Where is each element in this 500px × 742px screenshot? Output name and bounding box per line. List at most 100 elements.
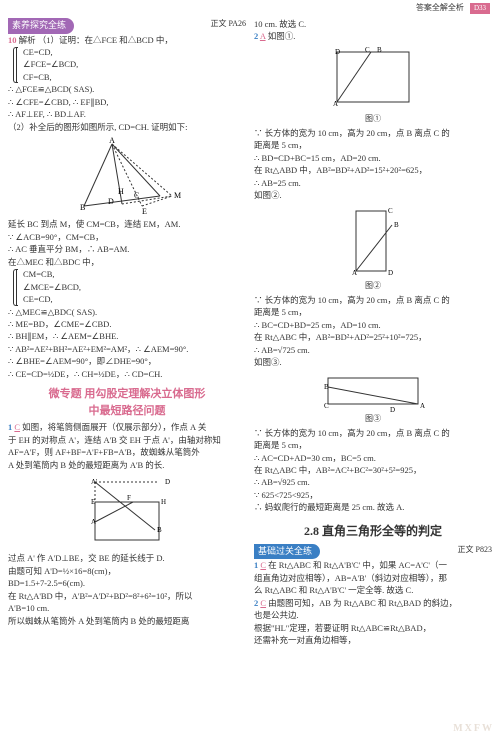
svg-text:A: A [420,402,425,410]
text-line: ∵ 625<725<925， [254,490,492,501]
text-line: ∴ 蚂蚁爬行的最短距离是 25 cm. 故选 A. [254,502,492,513]
fig3-cap: 图③ [254,413,492,425]
text-line: ∵ 长方体的宽为 10 cm，高为 20 cm，点 B 离点 C 的 [254,295,492,306]
svg-text:F: F [127,494,131,502]
text-line: 距离是 5 cm， [254,440,492,451]
svg-text:C: C [365,46,370,54]
brace-line: CF=CB, [23,72,246,83]
r-q2-head: 如图①. [268,31,296,41]
brace-line: ∠FCE=∠BCD, [23,59,246,70]
r1-num: 1 [254,560,258,570]
text-line: 么 Rt△ABC 和 Rt△A'B'C' 一定全等. 故选 C. [254,585,492,596]
svg-text:D: D [390,406,395,412]
brace-line: CE=CD, [23,47,246,58]
svg-text:E: E [91,498,95,506]
q1-num: 1 [8,422,12,432]
text-line: ∴ △MEC≌△BDC( SAS). [8,307,246,318]
text-line: ∴ △FCE≌△BCD( SAS). [8,84,246,95]
svg-text:B: B [324,383,329,391]
right-column: 10 cm. 故选 C. 2 A 如图①. A D C B 图① ∵ 长方体的宽… [254,18,492,648]
svg-text:A': A' [91,478,97,486]
svg-text:H: H [118,187,124,196]
brace-line: CE=CD, [23,294,246,305]
q1-text: 如图，将笔筒侧面展开（仅展示部分），作点 A 关 [22,422,206,432]
q1-ans: C [14,422,20,432]
q10-brace: CE=CD, ∠FCE=∠BCD, CF=CB, [16,47,246,83]
svg-text:A: A [352,269,357,277]
svg-text:M: M [174,191,181,200]
svg-text:A: A [109,136,115,145]
text-line: AF=A'F，则 AF+BF=A'F+FB=A'B，故蜘蛛从笔筒外 [8,447,246,458]
svg-text:H: H [161,498,166,506]
tag-suyang: 素养探究全练 [8,18,74,34]
text-line: （2）补全后的图形如图所示, CD=CH. 证明如下: [8,122,246,133]
text-line: 10 cm. 故选 C. [254,19,492,30]
text-line: ∵ 长方体的宽为 10 cm，高为 20 cm，点 B 离点 C 的 [254,428,492,439]
svg-text:A: A [91,518,96,526]
svg-text:D: D [165,478,170,486]
text-line: ∴ AF⊥EF, ∴ BD⊥AF. [8,109,246,120]
text-line: 在 Rt△A'BD 中，A'B²=A'D²+BD²=8²+6²=10²，所以 [8,591,246,602]
text-line: A'B=10 cm. [8,603,246,614]
brace-line: CM=CB, [23,269,246,280]
text-line: 距离是 5 cm， [254,140,492,151]
figure-unfold: A' H E A B F D [8,474,246,550]
text-line: ∴ AB=√925 cm. [254,477,492,488]
svg-text:A: A [333,100,338,108]
r2-ans: C [260,598,266,608]
text-line: A 处到笔筒内 B 处的最短距离为 A'B 的长. [8,460,246,471]
text-line: ∵ ∠ACB=90°，CM=CB， [8,232,246,243]
text-line: ∴ BD=CD+BC=15 cm，AD=20 cm. [254,153,492,164]
svg-text:D: D [335,48,340,56]
r2-num: 2 [254,598,258,608]
brace-line: ∠MCE=∠BCD, [23,282,246,293]
text-line: ∴ AC 垂直平分 BM，∴ AB=AM. [8,244,246,255]
svg-text:B: B [157,526,162,534]
text-line: ∴ BH∥EM，∴ ∠AEM=∠BHE. [8,331,246,342]
r1-text: 在 Rt△ABC 和 Rt△A'B'C' 中，如果 AC=A'C'（一 [268,560,447,570]
brace2: CM=CB, ∠MCE=∠BCD, CE=CD, [16,269,246,305]
text-line: 如图②. [254,190,492,201]
svg-text:B: B [394,221,399,229]
r-q2-num: 2 [254,31,258,41]
text-line: 根据"HL"定理，若要证明 Rt△ABC≌Rt△BAD， [254,623,492,634]
tag-jichu: 基础过关全练 [254,544,320,560]
svg-text:D: D [108,197,114,206]
text-line: ∴ ∠CFE=∠CBD, ∴ EF∥BD, [8,97,246,108]
text-line: ∴ BC=CD+BD=25 cm，AD=10 cm. [254,320,492,331]
text-line: 在 Rt△ABD 中，AB²=BD²+AD²=15²+20²=625， [254,165,492,176]
text-line: 于 EH 的对称点 A'，连结 A'B 交 EH 于点 A'，由轴对称知 [8,435,246,446]
text-line: 在△MEC 和△BDC 中， [8,257,246,268]
text-line: ∴ AB=25 cm. [254,178,492,189]
text-line: BD=1.5+7-2.5=6(cm). [8,578,246,589]
text-line: 也是公共边. [254,610,492,621]
page-number: D33 [470,3,490,14]
r1-ans: C [260,560,266,570]
r2-text: 由题图可知，AB 为 Rt△ABC 和 Rt△BAD 的斜边， [268,598,457,608]
svg-text:C: C [388,207,393,215]
text-line: 延长 BC 到点 M，使 CM=CB，连结 EM，AM. [8,219,246,230]
text-line: 在 Rt△ABC 中，AB²=AC²+BC²=30²+5²=925， [254,465,492,476]
fig1-cap: 图① [254,113,492,125]
figure-2: A C B D 图② [254,205,492,292]
ref-right: 正文 P823 [458,544,492,556]
header-label: 答案全解全析 [416,3,464,12]
text-line: 由题可知 A'D=½×16=8(cm)， [8,566,246,577]
q10-head: 解析 （1）证明：在△FCE 和△BCD 中， [19,35,173,45]
text-line: ∴ AC=CD+AD=30 cm，BC=5 cm. [254,453,492,464]
figure-1: A D C B 图① [254,46,492,125]
text-line: ∴ AB=√725 cm. [254,345,492,356]
text-line: ∴ ME=BD，∠CME=∠CBD. [8,319,246,330]
text-line: 过点 A' 作 A'D⊥BE，交 BE 的延长线于 D. [8,553,246,564]
text-line: 所以蜘蛛从笔筒外 A 处到笔筒内 B 处的最短距离 [8,616,246,627]
r-q2-ans: A [260,31,266,41]
svg-text:B: B [377,46,382,54]
svg-text:C: C [134,191,139,200]
q10-num: 10 [8,35,17,45]
text-line: 距离是 5 cm， [254,307,492,318]
text-line: ∵ AB²=AE²+BH²=AE²+EM²=AM²，∴ ∠AEM=90°. [8,344,246,355]
fig2-cap: 图② [254,280,492,292]
text-line: ∴ CE=CD=½DE，∴ CH=½DE，∴ CD=CH. [8,369,246,380]
text-line: ∴ ∠BHE=∠AEM=90°，即∠DHE=90°， [8,356,246,367]
text-line: 如图③. [254,357,492,368]
